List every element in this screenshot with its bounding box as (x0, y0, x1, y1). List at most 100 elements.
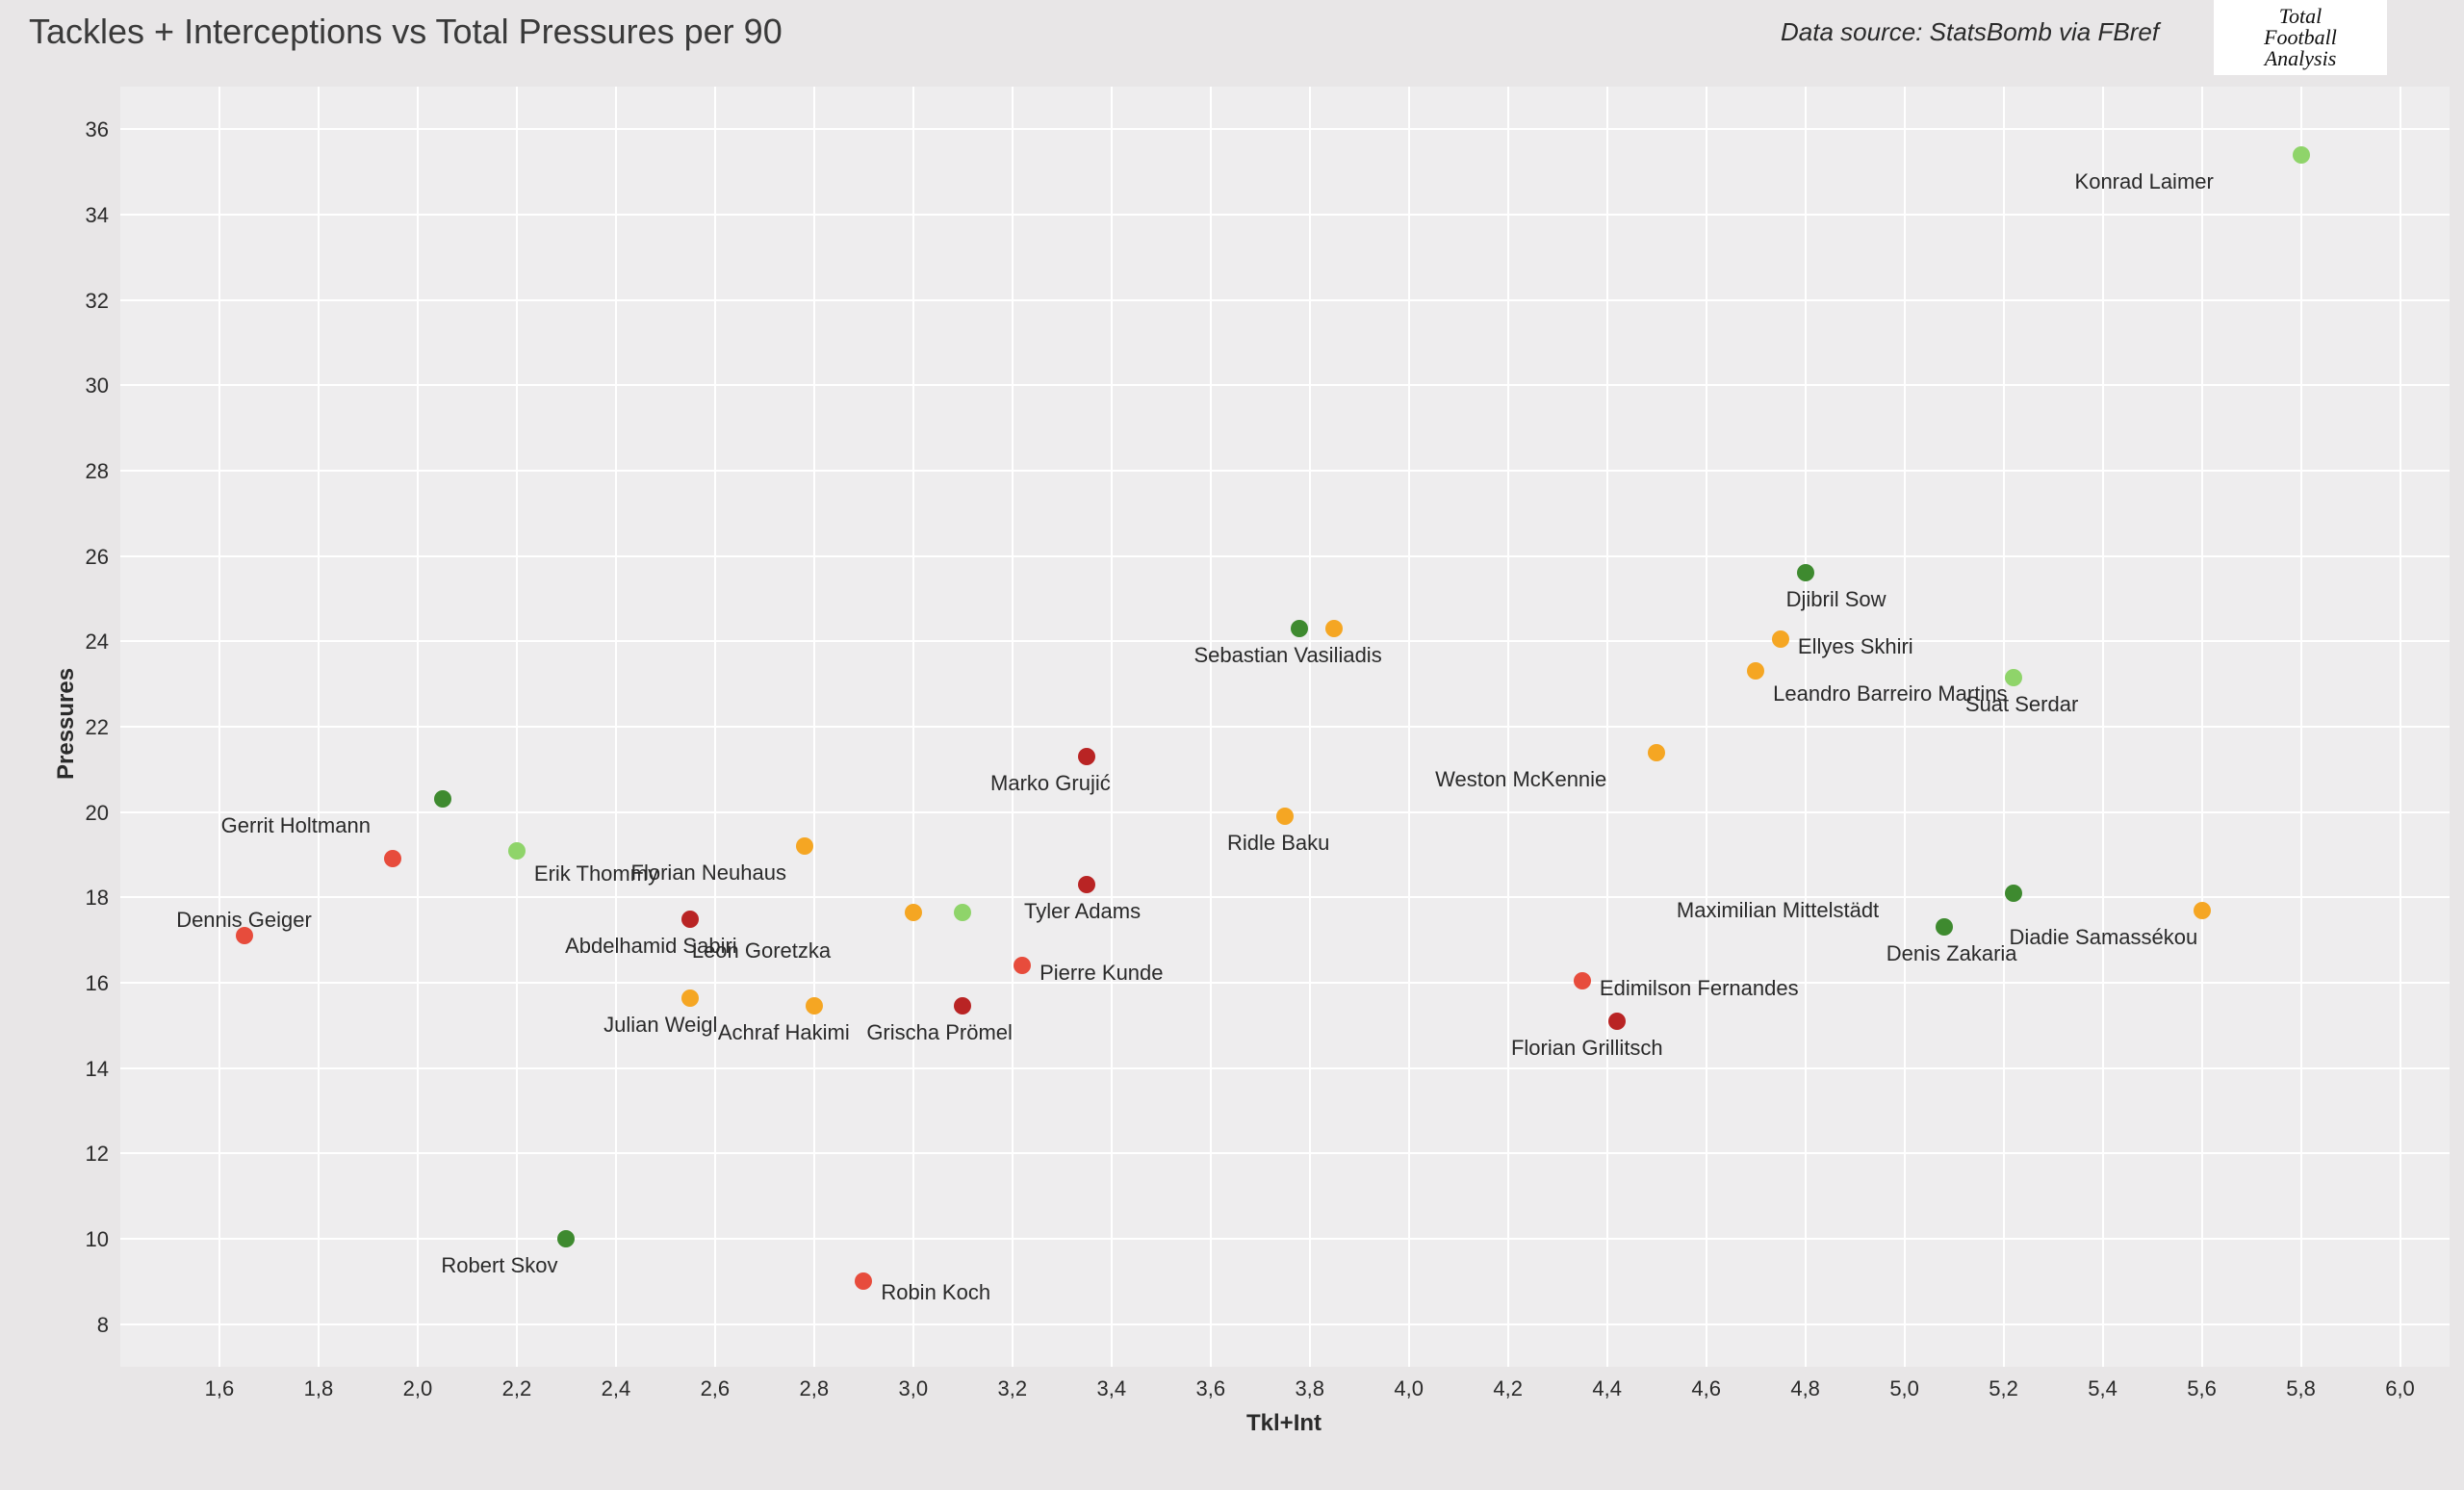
scatter-point-label: Ellyes Skhiri (1798, 634, 1913, 659)
scatter-point (1797, 564, 1814, 581)
scatter-point-label: Djibril Sow (1786, 587, 1886, 612)
x-tick-label: 1,8 (299, 1376, 338, 1401)
x-tick-label: 2,2 (498, 1376, 536, 1401)
scatter-point-label: Robert Skov (441, 1253, 557, 1278)
scatter-point-label: Tyler Adams (1024, 899, 1141, 924)
x-tick-label: 3,0 (894, 1376, 933, 1401)
y-gridline (120, 470, 2450, 472)
scatter-point (806, 997, 823, 1015)
scatter-point (557, 1230, 575, 1247)
y-tick-label: 10 (86, 1227, 109, 1252)
x-tick-label: 2,8 (795, 1376, 834, 1401)
scatter-point (1648, 744, 1665, 761)
scatter-point-label: Grischa Prömel (866, 1020, 1013, 1045)
scatter-point (1608, 1013, 1626, 1030)
scatter-point-label: Florian Grillitsch (1511, 1036, 1663, 1061)
scatter-point-label: Denis Zakaria (1886, 941, 2017, 966)
scatter-point (1078, 748, 1095, 765)
scatter-point (1574, 972, 1591, 989)
y-gridline (120, 214, 2450, 216)
scatter-point-label: Suat Serdar (1965, 692, 2078, 717)
x-tick-label: 2,6 (696, 1376, 734, 1401)
y-gridline (120, 1152, 2450, 1154)
scatter-point-label: Pierre Kunde (1040, 961, 1163, 986)
x-tick-label: 5,0 (1886, 1376, 1924, 1401)
x-tick-label: 5,6 (2183, 1376, 2221, 1401)
scatter-point (2293, 146, 2310, 164)
scatter-point (1078, 876, 1095, 893)
y-tick-label: 8 (97, 1313, 109, 1338)
x-axis-label: Tkl+Int (1246, 1410, 1322, 1437)
scatter-point-label: Konrad Laimer (2075, 169, 2214, 194)
y-tick-label: 14 (86, 1057, 109, 1082)
x-tick-label: 4,4 (1588, 1376, 1627, 1401)
y-tick-label: 12 (86, 1142, 109, 1167)
y-axis-label: Pressures (53, 668, 80, 780)
scatter-point (1276, 808, 1294, 825)
x-tick-label: 2,0 (398, 1376, 437, 1401)
x-tick-label: 4,0 (1390, 1376, 1428, 1401)
y-gridline (120, 1323, 2450, 1325)
y-tick-label: 18 (86, 886, 109, 911)
y-tick-label: 22 (86, 715, 109, 740)
scatter-point (2005, 669, 2022, 686)
scatter-point (905, 904, 922, 921)
scatter-point-label: Abdelhamid Sabiri (565, 934, 737, 959)
y-tick-label: 20 (86, 801, 109, 826)
y-tick-label: 32 (86, 289, 109, 314)
scatter-point-label: Julian Weigl (603, 1013, 717, 1038)
x-tick-label: 3,2 (993, 1376, 1032, 1401)
scatter-point-label: Gerrit Holtmann (221, 813, 371, 838)
scatter-point (1325, 620, 1343, 637)
y-tick-label: 26 (86, 545, 109, 570)
scatter-point (1747, 662, 1764, 680)
x-tick-label: 3,8 (1291, 1376, 1329, 1401)
scatter-point (681, 989, 699, 1007)
x-tick-label: 6,0 (2381, 1376, 2420, 1401)
x-tick-label: 3,4 (1092, 1376, 1131, 1401)
scatter-point (2194, 902, 2211, 919)
scatter-point (434, 790, 451, 808)
scatter-point (1014, 957, 1031, 974)
y-gridline (120, 555, 2450, 557)
scatter-point-label: Maximilian Mittelstädt (1677, 898, 1879, 923)
x-tick-label: 5,4 (2084, 1376, 2122, 1401)
scatter-point-label: Edimilson Fernandes (1600, 976, 1799, 1001)
scatter-point (1772, 630, 1789, 648)
scatter-point (1936, 918, 1953, 936)
y-gridline (120, 896, 2450, 898)
scatter-point (681, 911, 699, 928)
data-source-label: Data source: StatsBomb via FBref (1781, 17, 2159, 47)
y-gridline (120, 1238, 2450, 1240)
y-gridline (120, 1067, 2450, 1069)
scatter-point (384, 850, 401, 867)
scatter-point-label: Diadie Samassékou (2010, 925, 2198, 950)
y-tick-label: 34 (86, 203, 109, 228)
x-tick-label: 1,6 (200, 1376, 239, 1401)
y-tick-label: 16 (86, 971, 109, 996)
scatter-point-label: Ridle Baku (1227, 831, 1329, 856)
y-gridline (120, 299, 2450, 301)
scatter-point (954, 904, 971, 921)
x-tick-label: 3,6 (1192, 1376, 1230, 1401)
scatter-point (796, 837, 813, 855)
y-gridline (120, 726, 2450, 728)
x-tick-label: 5,8 (2282, 1376, 2321, 1401)
y-gridline (120, 640, 2450, 642)
scatter-point-label: Robin Koch (881, 1280, 990, 1305)
y-tick-label: 36 (86, 117, 109, 142)
scatter-point (1291, 620, 1308, 637)
x-tick-label: 4,2 (1489, 1376, 1527, 1401)
y-tick-label: 28 (86, 459, 109, 484)
y-gridline (120, 384, 2450, 386)
chart-title: Tackles + Interceptions vs Total Pressur… (29, 12, 783, 52)
scatter-point-label: Marko Grujić (990, 771, 1111, 796)
brand-logo: TotalFootballAnalysis (2214, 0, 2387, 75)
scatter-point-label: Sebastian Vasiliadis (1194, 643, 1381, 668)
scatter-point (855, 1272, 872, 1290)
y-gridline (120, 128, 2450, 130)
y-gridline (120, 982, 2450, 984)
y-tick-label: 30 (86, 373, 109, 398)
scatter-point (508, 842, 526, 860)
scatter-point (954, 997, 971, 1015)
